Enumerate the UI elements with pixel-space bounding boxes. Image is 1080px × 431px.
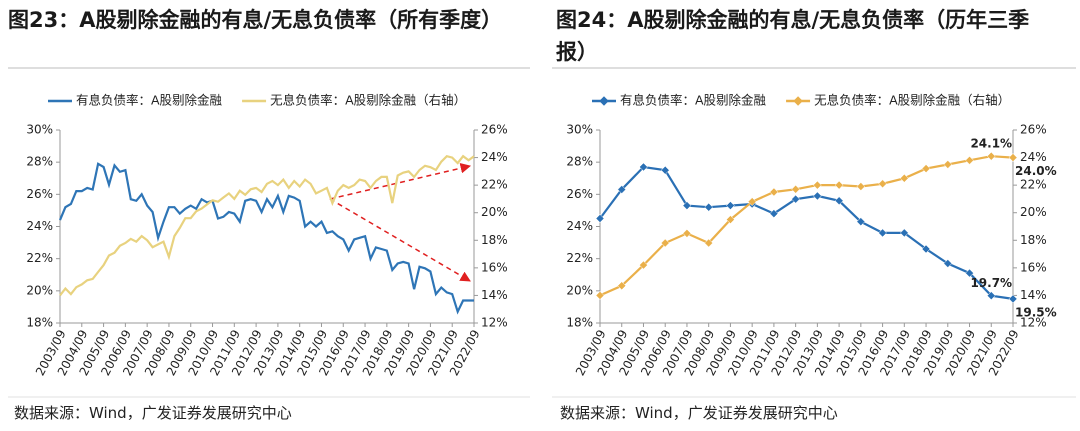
value-label: 19.5% [1015,305,1057,319]
chart-title: 图23：A股剔除金融的有息/无息负债率（所有季度） [8,8,503,32]
point-marker [813,180,822,190]
y-tick-label: 22% [566,251,593,265]
point-marker [747,197,757,207]
y-tick-label: 28% [26,155,53,169]
y-tick-label: 24% [566,219,593,233]
point-marker [639,162,648,172]
y2-tick-label: 14% [1020,288,1047,302]
point-marker [1008,294,1018,304]
legend-marker [599,96,609,106]
point-marker [834,180,844,190]
y-tick-label: 18% [26,316,53,330]
point-marker [921,164,931,173]
point-marker [660,165,670,175]
point-marker [726,215,735,224]
y2-tick-label: 24% [481,150,508,164]
point-marker [704,202,714,212]
y2-tick-label: 20% [1020,205,1047,219]
y-tick-label: 28% [566,155,593,169]
y2-tick-label: 26% [481,123,508,137]
source-note: 数据来源：Wind，广发证券发展研究中心 [560,404,838,422]
y-tick-label: 20% [566,283,593,297]
point-marker [660,238,670,248]
point-marker [639,260,648,270]
y2-tick-label: 26% [1020,123,1047,137]
y2-tick-label: 18% [1020,233,1047,247]
source-note: 数据来源：Wind，广发证券发展研究中心 [14,404,292,422]
trend-arrow [329,163,472,200]
y2-tick-label: 16% [1020,260,1047,274]
y-tick-label: 18% [566,316,593,330]
chart-title: 图24：A股剔除金融的有息/无息负债率（历年三季报） [556,8,1030,64]
value-label: 24.1% [970,137,1012,151]
y-tick-label: 22% [26,251,53,265]
legend-label: 有息负债率：A股剔除金融 [76,93,223,108]
y2-tick-label: 16% [481,260,508,274]
point-marker [617,281,627,291]
y-tick-label: 20% [26,283,53,297]
y2-tick-label: 18% [481,233,508,247]
y2-tick-label: 12% [1020,316,1047,330]
series-line [599,165,1014,300]
point-marker [791,184,800,194]
point-marker [943,160,953,169]
legend-label: 无息负债率：A股剔除金融（右轴） [814,93,1010,108]
point-marker [878,179,887,189]
y2-tick-label: 14% [481,288,508,302]
y-tick-label: 24% [26,219,53,233]
y2-tick-label: 22% [1020,178,1047,192]
point-marker [617,185,627,194]
y2-tick-label: 20% [481,205,508,219]
point-marker [943,259,953,268]
point-marker [965,155,974,165]
series-line [58,162,474,315]
value-label: 19.7% [970,276,1012,290]
point-marker [595,214,605,223]
point-marker [682,229,692,238]
y-tick-label: 30% [566,123,593,137]
y-tick-label: 26% [566,187,593,201]
point-marker [965,268,974,278]
y2-tick-label: 12% [481,316,508,330]
point-marker [921,244,931,254]
legend-label: 有息负债率：A股剔除金融 [620,93,767,108]
legend-label: 无息负债率：A股剔除金融（右轴） [270,93,466,108]
point-marker [704,238,714,248]
point-marker [856,217,866,227]
trend-arrow [329,198,471,282]
point-marker [856,182,866,191]
y-tick-label: 26% [26,187,53,201]
point-marker [769,209,779,218]
point-marker [595,291,605,300]
point-marker [899,228,909,238]
point-marker [726,201,735,210]
point-marker [834,196,844,206]
legend-marker [793,96,803,106]
point-marker [878,228,887,238]
y2-tick-label: 22% [481,178,508,192]
point-marker [1008,153,1018,162]
point-marker [986,291,996,301]
point-marker [682,201,692,210]
point-marker [769,187,779,197]
value-label: 24.0% [1015,164,1057,178]
point-marker [899,173,909,183]
point-marker [791,194,800,204]
series-line [599,155,1014,297]
point-marker [986,151,996,161]
y2-tick-label: 24% [1020,150,1047,164]
y-tick-label: 30% [26,123,53,137]
point-marker [813,191,822,201]
series-line [59,154,475,297]
